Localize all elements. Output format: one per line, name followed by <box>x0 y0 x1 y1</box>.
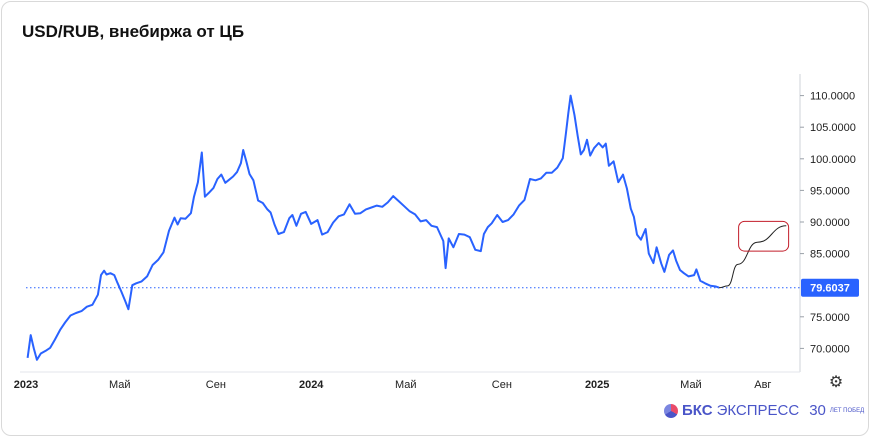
annotation-layer <box>719 220 790 289</box>
x-tick-label: 2025 <box>585 379 609 391</box>
current-value-badge <box>801 278 859 297</box>
y-tick-label: 95.0000 <box>810 185 850 197</box>
chart-title: USD/RUB, внебиржа от ЦБ <box>22 22 245 41</box>
target-box <box>738 220 790 252</box>
x-tick-label: Сен <box>206 379 226 391</box>
y-tick-label: 75.0000 <box>810 312 850 324</box>
y-tick-label: 85.0000 <box>810 249 850 261</box>
projection-curve <box>719 225 787 289</box>
brand-sub: ЭКСПРЕСС <box>716 402 800 419</box>
x-tick-label: Май <box>680 379 702 391</box>
brand-name: БКС <box>682 402 713 419</box>
y-tick-label: 110.0000 <box>810 91 855 103</box>
x-axis: 2023 Май Сен 2024 Май Сен 2025 Май Авг <box>14 371 800 391</box>
brand-anniversary-text: ЛЕТ ПОБЕД <box>829 407 865 414</box>
x-tick-label: 2024 <box>299 379 324 391</box>
brand-anniversary: 30 <box>809 402 826 419</box>
y-tick-label: 105.0000 <box>810 122 856 134</box>
x-tick-label: 2023 <box>14 379 38 391</box>
x-tick-label: Сен <box>492 379 512 391</box>
brand-logo: БКС ЭКСПРЕСС 30 ЛЕТ ПОБЕД <box>664 402 864 419</box>
y-tick-label: 70.0000 <box>810 343 850 355</box>
series-layer <box>26 94 720 361</box>
x-tick-label: Май <box>395 379 417 391</box>
x-tick-label: Авг <box>754 379 771 391</box>
current-value-label: 79.6037 <box>810 283 850 295</box>
y-axis: 110.0000 105.0000 100.0000 95.0000 90.0000 85… <box>799 74 859 372</box>
y-tick-label: 100.0000 <box>810 154 856 166</box>
series-line <box>26 94 720 361</box>
bks-logo-icon <box>664 403 678 418</box>
gear-icon[interactable]: ⚙ <box>828 374 844 391</box>
x-tick-label: Май <box>109 379 131 391</box>
y-tick-label: 90.0000 <box>810 217 850 229</box>
